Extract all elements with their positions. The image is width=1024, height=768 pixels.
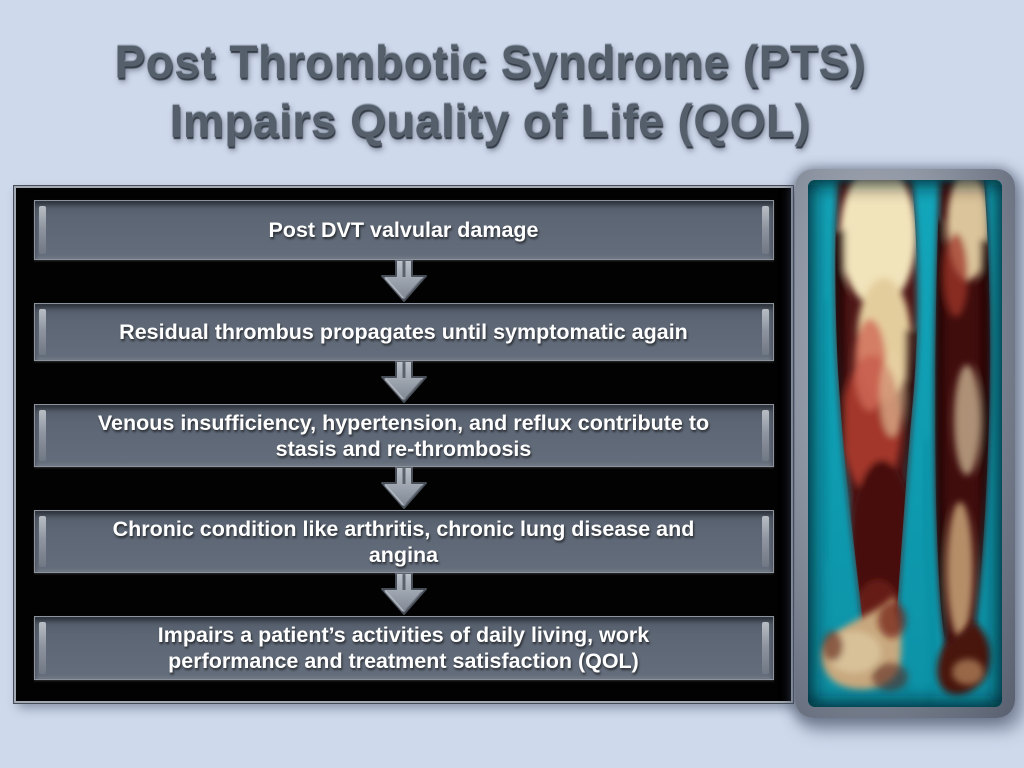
flow-step-5: Impairs a patient’s activities of daily … <box>33 616 774 680</box>
down-arrow-icon <box>375 260 433 303</box>
legs-photo-illustration <box>808 180 1002 707</box>
clinical-photo-frame <box>795 169 1015 718</box>
flow-step-2-text: Residual thrombus propagates until sympt… <box>119 320 688 344</box>
flow-step-3: Venous insufficiency, hypertension, and … <box>33 404 774 467</box>
legs-photo <box>808 180 1002 707</box>
flow-step-4-text: Chronic condition like arthritis, chroni… <box>112 516 695 541</box>
title-line-2: Impairs Quality of Life (QOL) <box>169 95 811 147</box>
slide-title: Post Thrombotic Syndrome (PTS) Impairs Q… <box>0 33 980 151</box>
down-arrow-icon <box>375 467 433 510</box>
flow-step-4: Chronic condition like arthritis, chroni… <box>33 510 774 573</box>
flow-step-1: Post DVT valvular damage <box>33 200 774 260</box>
flow-step-1-text: Post DVT valvular damage <box>268 218 539 242</box>
flow-step-3-text: Venous insufficiency, hypertension, and … <box>97 410 710 435</box>
flow-step-5-text: Impairs a patient’s activities of daily … <box>157 623 650 647</box>
down-arrow-icon <box>375 573 433 616</box>
flowchart-panel: Post DVT valvular damage Residual thromb… <box>14 186 793 703</box>
down-arrow-icon <box>375 361 433 404</box>
title-line-1: Post Thrombotic Syndrome (PTS) <box>114 36 866 88</box>
flow-step-2: Residual thrombus propagates until sympt… <box>33 303 774 361</box>
